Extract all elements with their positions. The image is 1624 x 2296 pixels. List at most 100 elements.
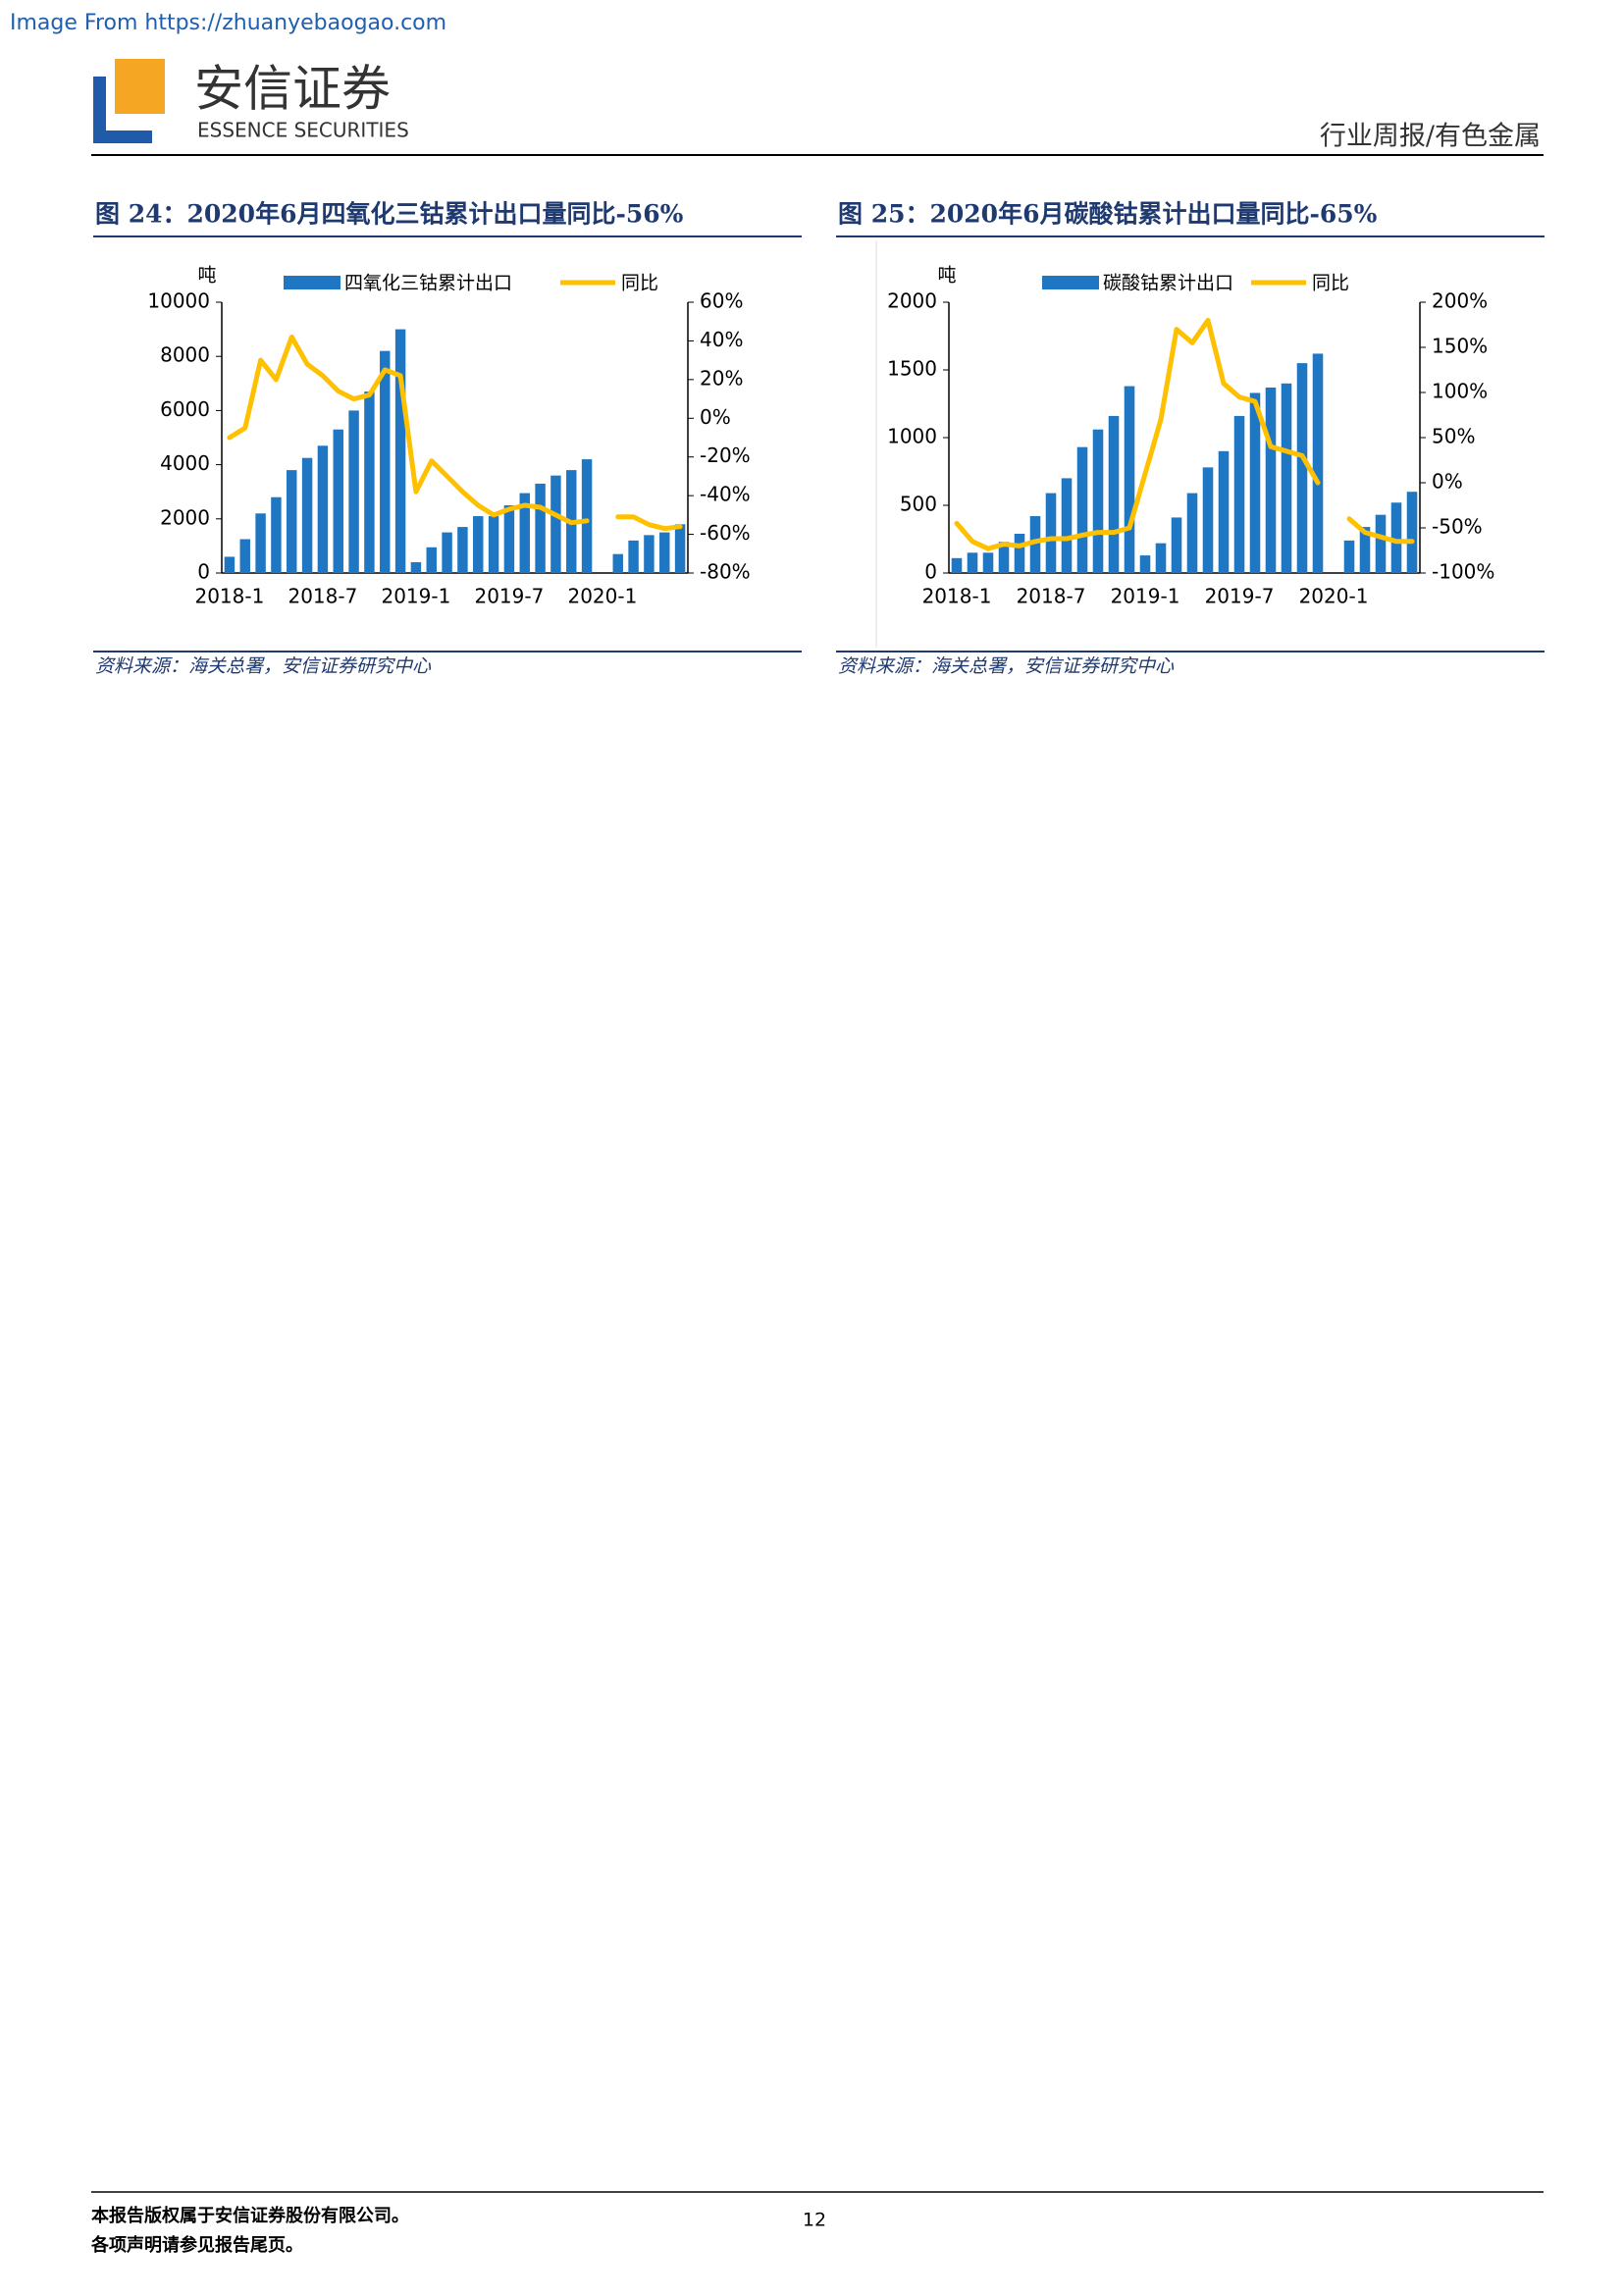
- figure-title: 图 24：2020年6月四氧化三钴累计出口量同比-56%: [95, 200, 684, 229]
- bar: [348, 410, 359, 573]
- bar: [951, 557, 963, 573]
- bar: [982, 552, 994, 573]
- bar: [1045, 493, 1057, 573]
- logo-orange: [115, 59, 165, 114]
- notice: 各项声明请参见报告尾页。: [90, 2234, 303, 2256]
- legend-label: 碳酸钴累计出口: [1103, 273, 1233, 294]
- y-unit: 吨: [197, 265, 216, 287]
- bar: [1061, 478, 1073, 573]
- y2-tick-label: -60%: [700, 521, 751, 545]
- bar: [1218, 450, 1230, 573]
- y2-tick-label: 20%: [700, 366, 743, 390]
- x-tick-label: 2020-1: [1299, 585, 1369, 608]
- y2-tick-label: 40%: [700, 328, 743, 351]
- line: [227, 335, 590, 526]
- bar: [519, 493, 530, 573]
- bar: [1076, 446, 1088, 573]
- y2-tick-label: -40%: [700, 483, 751, 506]
- bar: [1312, 353, 1324, 573]
- bar: [473, 516, 484, 573]
- y-tick-label: 10000: [147, 289, 210, 313]
- y-tick-label: 1000: [887, 425, 937, 448]
- y2-tick-label: -20%: [700, 444, 751, 467]
- x-tick-label: 2020-1: [567, 585, 637, 608]
- bar: [1186, 493, 1198, 573]
- page-number: 12: [803, 2210, 826, 2231]
- bar: [1108, 415, 1120, 573]
- bar: [271, 496, 282, 573]
- y-tick-label: 2000: [887, 289, 937, 313]
- bar: [1343, 540, 1355, 573]
- bar: [674, 524, 686, 573]
- y-tick-label: 2000: [160, 505, 210, 529]
- bar: [442, 532, 452, 573]
- y2-tick-label: -100%: [1432, 560, 1494, 584]
- logo-en: ESSENCE SECURITIES: [197, 119, 409, 142]
- bar: [287, 470, 297, 573]
- x-tick-label: 2018-1: [194, 585, 264, 608]
- y-tick-label: 4000: [160, 451, 210, 475]
- bar: [1406, 492, 1418, 573]
- y-tick-label: 0: [924, 560, 937, 584]
- bar: [380, 350, 391, 573]
- bar: [333, 429, 343, 573]
- line: [954, 317, 1321, 551]
- bar: [1171, 517, 1182, 573]
- bar: [394, 329, 406, 573]
- bar: [659, 532, 670, 573]
- legend-label: 四氧化三钴累计出口: [344, 273, 512, 294]
- bar: [1249, 392, 1261, 573]
- bar: [410, 561, 422, 573]
- bar: [1296, 363, 1308, 573]
- y2-tick-label: 100%: [1432, 380, 1488, 403]
- figure-source: 资料来源：海关总署，安信证券研究中心: [95, 655, 432, 677]
- legend-label: 同比: [621, 273, 658, 294]
- y2-tick-label: 0%: [700, 405, 731, 429]
- bar: [1155, 543, 1167, 573]
- bar: [1014, 533, 1025, 573]
- line: [615, 514, 683, 532]
- legend-swatch: [1042, 276, 1099, 289]
- bar: [998, 542, 1010, 573]
- bar: [426, 547, 437, 573]
- x-tick-label: 2019-1: [1111, 585, 1180, 608]
- source-url: Image From https://zhuanyebaogao.com: [10, 11, 446, 35]
- y2-tick-label: 150%: [1432, 335, 1488, 358]
- bar: [1265, 387, 1277, 573]
- y-tick-label: 6000: [160, 397, 210, 421]
- bar: [255, 513, 266, 573]
- x-tick-label: 2018-1: [922, 585, 992, 608]
- y-tick-label: 8000: [160, 343, 210, 367]
- y2-tick-label: 0%: [1432, 470, 1463, 494]
- bar: [1359, 527, 1371, 573]
- bar: [1124, 386, 1135, 573]
- logo-cn: 安信证券: [194, 61, 391, 118]
- x-tick-label: 2018-7: [288, 585, 357, 608]
- bar: [1281, 383, 1292, 573]
- y-unit: 吨: [937, 265, 956, 287]
- bar: [535, 483, 546, 573]
- bar: [1390, 502, 1402, 573]
- bar: [967, 552, 978, 573]
- bar: [612, 553, 623, 573]
- bar: [457, 527, 468, 573]
- y2-tick-label: 60%: [700, 289, 743, 313]
- y-tick-label: 0: [197, 560, 210, 584]
- y2-tick-label: 200%: [1432, 289, 1488, 313]
- y2-tick-label: -50%: [1432, 515, 1483, 539]
- figure-source: 资料来源：海关总署，安信证券研究中心: [838, 655, 1175, 677]
- line: [1346, 516, 1415, 545]
- legend-swatch: [284, 276, 341, 289]
- bar: [1092, 429, 1104, 573]
- y2-tick-label: -80%: [700, 560, 751, 584]
- section: 行业周报/有色金属: [1320, 122, 1541, 152]
- bar: [1375, 514, 1387, 573]
- x-tick-label: 2019-7: [1205, 585, 1275, 608]
- bar: [628, 540, 639, 573]
- y-tick-label: 500: [900, 493, 937, 516]
- bar: [644, 535, 655, 573]
- bar: [550, 475, 561, 573]
- bar: [581, 459, 593, 573]
- y-tick-label: 1500: [887, 357, 937, 381]
